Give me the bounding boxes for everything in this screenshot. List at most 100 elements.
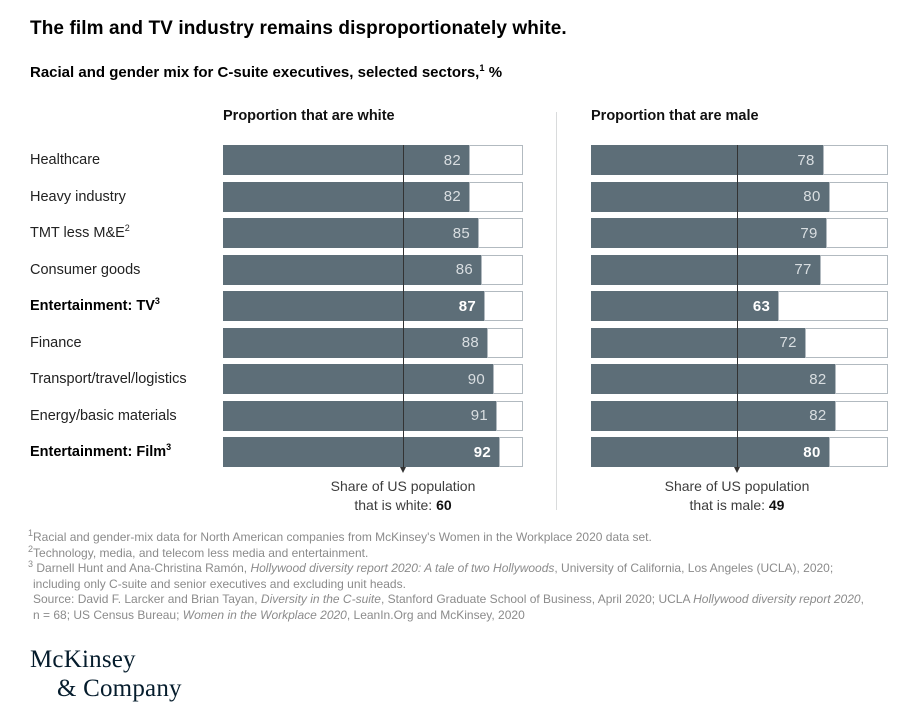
chart-row: Consumer goods 86 77 [0, 254, 923, 285]
bar-track: 88 [223, 327, 523, 358]
arrow-down-icon [734, 467, 740, 473]
bar-fill: 63 [591, 291, 779, 321]
bar-value: 77 [794, 261, 812, 278]
bar-remainder [828, 437, 888, 467]
row-label: Entertainment: TV3 [30, 296, 160, 314]
bar-value: 79 [800, 224, 818, 242]
bar-remainder [834, 364, 888, 394]
row-label: Transport/travel/logistics [30, 371, 187, 387]
chart-row: TMT less M&E2 85 79 [0, 218, 923, 248]
bar-fill: 92 [223, 437, 499, 467]
bar-remainder [822, 145, 888, 175]
bar-remainder [496, 400, 523, 431]
bar-value: 90 [467, 370, 485, 388]
bar-remainder [481, 254, 523, 285]
bar-track: 78 [591, 145, 888, 175]
annotation-male: Share of US population that is male: 49 [617, 477, 857, 515]
bar-track: 92 [223, 437, 523, 467]
bar-fill: 79 [591, 218, 826, 248]
bar-track: 82 [223, 181, 523, 212]
bar-fill: 88 [223, 327, 487, 358]
bar-remainder [819, 254, 888, 285]
bar-track: 77 [591, 254, 888, 285]
annotation-value: 49 [768, 497, 785, 513]
page-title: The film and TV industry remains disprop… [30, 18, 567, 39]
bar-remainder [487, 327, 523, 358]
bar-track: 63 [591, 291, 888, 321]
mckinsey-logo: McKinsey & Company [30, 645, 182, 703]
bar-remainder [834, 400, 888, 431]
bar-fill: 82 [223, 181, 469, 212]
arrow-down-icon [400, 467, 406, 473]
bar-value: 80 [803, 188, 821, 205]
annotation-value: 60 [436, 497, 452, 513]
bar-remainder [804, 327, 888, 358]
bar-value: 82 [809, 407, 827, 424]
column-header-male: Proportion that are male [591, 108, 759, 124]
us-population-male-reference-line [734, 145, 740, 473]
bar-value: 85 [452, 224, 470, 242]
footnote-1: 1Racial and gender-mix data for North Am… [28, 528, 652, 545]
bar-fill: 80 [591, 181, 829, 212]
annotation-line2: that is white: 60 [354, 497, 452, 513]
bar-track: 72 [591, 327, 888, 358]
bar-fill: 78 [591, 145, 823, 175]
bar-fill: 87 [223, 291, 484, 321]
bar-value: 80 [803, 443, 821, 461]
bar-remainder [828, 181, 888, 212]
bar-fill: 90 [223, 364, 493, 394]
chart-row: Entertainment: Film3 92 80 [0, 437, 923, 467]
bar-value: 88 [461, 334, 479, 351]
bar-remainder [778, 291, 888, 321]
bar-fill: 82 [223, 145, 469, 175]
bar-track: 91 [223, 400, 523, 431]
row-label: Entertainment: Film3 [30, 442, 172, 460]
bar-value: 82 [443, 188, 461, 205]
footnotes: 1Racial and gender-mix data for North Am… [28, 528, 908, 623]
bar-value: 82 [443, 151, 461, 169]
bar-chart-rows: Healthcare 82 78 Heavy industry 82 80 TMT less… [0, 145, 923, 467]
bar-remainder [825, 218, 888, 248]
row-label: Consumer goods [30, 261, 141, 278]
bar-fill: 80 [591, 437, 829, 467]
bar-value: 86 [455, 261, 473, 278]
row-label: Finance [30, 334, 82, 351]
bar-track: 86 [223, 254, 523, 285]
source-line-2: n = 68; US Census Bureau; Women in the W… [33, 607, 525, 622]
chart-row: Entertainment: TV3 87 63 [0, 291, 923, 321]
chart-subtitle: Racial and gender mix for C-suite execut… [30, 63, 503, 81]
bar-track: 85 [223, 218, 523, 248]
bar-remainder [469, 145, 523, 175]
subtitle-text: Racial and gender mix for C-suite execut… [30, 64, 480, 81]
logo-line1: McKinsey [30, 646, 136, 673]
bar-fill: 85 [223, 218, 478, 248]
us-population-white-reference-line [400, 145, 406, 473]
row-label: Healthcare [30, 152, 101, 168]
logo-line2: & Company [57, 675, 182, 702]
annotation-white: Share of US population that is white: 60 [283, 477, 523, 515]
bar-track: 82 [591, 364, 888, 394]
bar-remainder [493, 364, 523, 394]
bar-track: 80 [591, 437, 888, 467]
bar-value: 82 [809, 370, 827, 388]
bar-track: 90 [223, 364, 523, 394]
bar-value: 91 [470, 407, 488, 424]
annotation-line1: Share of US population [330, 478, 476, 494]
bar-fill: 82 [591, 364, 835, 394]
bar-fill: 82 [591, 400, 835, 431]
bar-value: 72 [779, 334, 797, 351]
bar-track: 87 [223, 291, 523, 321]
column-header-white: Proportion that are white [223, 108, 395, 124]
bar-track: 82 [223, 145, 523, 175]
source-line-1: Source: David F. Larcker and Brian Tayan… [33, 592, 864, 606]
row-label: Energy/basic materials [30, 407, 177, 424]
bar-track: 82 [591, 400, 888, 431]
subtitle-unit: % [484, 64, 503, 81]
subtitle-footnote-marker: 1 [479, 63, 485, 73]
bar-fill: 72 [591, 327, 805, 358]
bar-value: 87 [458, 297, 476, 315]
bar-remainder [469, 181, 523, 212]
annotation-line2: that is male: 49 [689, 497, 785, 513]
footnote-3-continued: including only C-suite and senior execut… [33, 576, 406, 591]
chart-row: Healthcare 82 78 [0, 145, 923, 175]
